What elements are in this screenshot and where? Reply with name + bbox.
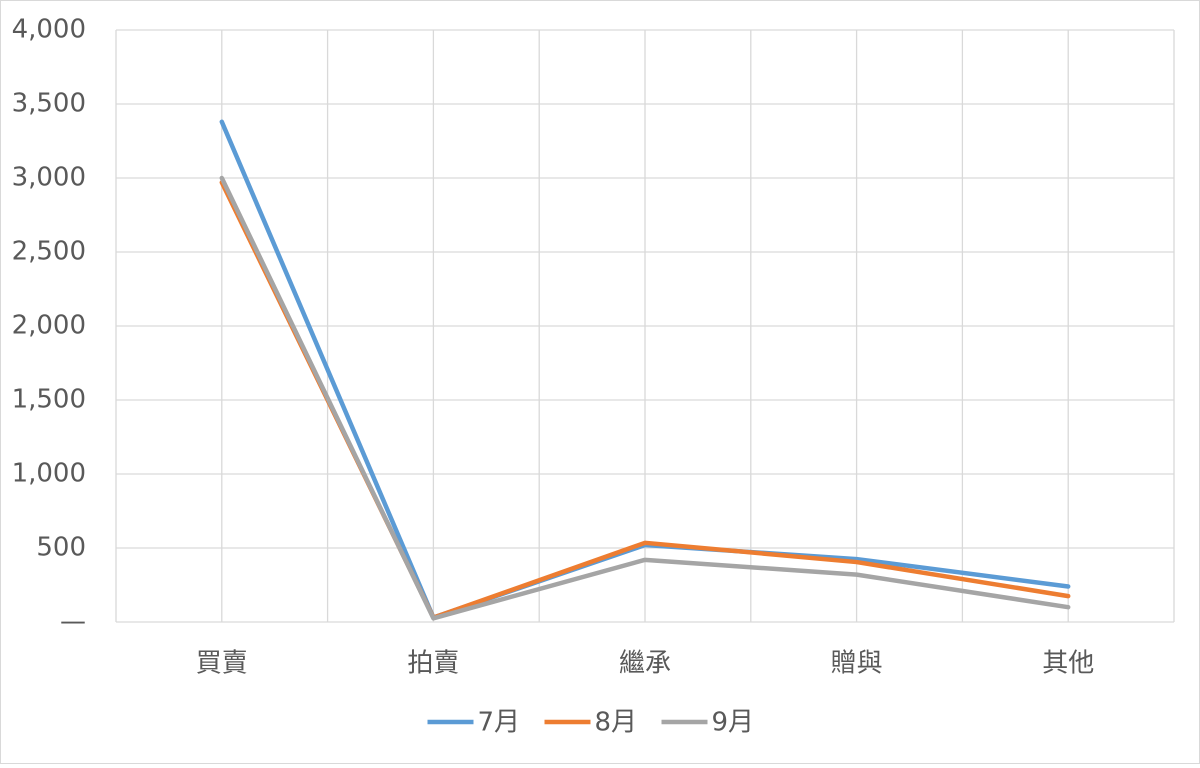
- legend-label: 9月: [712, 708, 755, 738]
- y-tick-label: 1,000: [12, 459, 86, 489]
- y-tick-label: 3,500: [12, 89, 86, 119]
- y-tick-label: 2,000: [12, 311, 86, 341]
- legend-label: 8月: [595, 708, 638, 738]
- y-tick-label: 500: [36, 533, 86, 563]
- y-tick-label: 3,000: [12, 163, 86, 193]
- x-tick-label: 繼承: [619, 649, 671, 679]
- y-tick-label: 1,500: [12, 385, 86, 415]
- legend-label: 7月: [478, 708, 521, 738]
- x-tick-label: 贈與: [831, 649, 883, 679]
- y-tick-label: 2,500: [12, 237, 86, 267]
- x-tick-label: 拍賣: [407, 649, 459, 679]
- x-tick-label: 買賣: [196, 649, 248, 679]
- x-tick-label: 其他: [1042, 649, 1094, 679]
- data-line: [219, 175, 1071, 621]
- y-tick-label: —: [60, 607, 86, 637]
- y-tick-label: 4,000: [12, 15, 86, 45]
